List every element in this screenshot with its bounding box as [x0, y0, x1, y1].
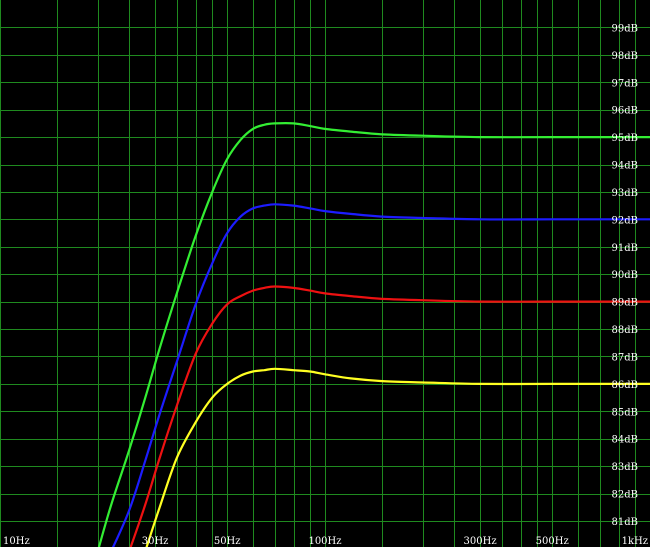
series-line-2	[111, 203, 650, 547]
y-tick-label: 84dB	[612, 435, 638, 446]
x-tick-label: 500Hz	[536, 536, 569, 547]
y-tick-label: 85dB	[612, 407, 638, 418]
y-tick-label: 94dB	[612, 161, 638, 172]
y-tick-label: 81dB	[612, 517, 638, 528]
y-tick-label: 99dB	[612, 23, 638, 34]
y-tick-label: 96dB	[612, 106, 638, 117]
x-tick-label: 300Hz	[464, 536, 497, 547]
label-layer: 81dB 82dB 83dB 84dB 85dB 86dB 87dB 88dB 89dB 90dB…	[3, 23, 648, 547]
y-tick-label: 82dB	[612, 490, 638, 501]
y-tick-label: 93dB	[612, 188, 638, 199]
y-tick-label: 86dB	[612, 380, 638, 391]
y-tick-label: 83dB	[612, 462, 638, 473]
x-tick-label: 50Hz	[214, 536, 241, 547]
y-tick-label: 89dB	[612, 298, 638, 309]
y-tick-label: 88dB	[612, 325, 638, 336]
series-line-4	[145, 367, 650, 547]
y-tick-label: 91dB	[612, 243, 638, 254]
series-line-3	[129, 285, 650, 547]
x-tick-label: 100Hz	[308, 536, 341, 547]
y-tick-label: 95dB	[612, 133, 638, 144]
y-tick-label: 92dB	[612, 215, 638, 226]
curve-layer	[97, 122, 650, 547]
series-line-1	[97, 122, 650, 547]
y-tick-label: 98dB	[612, 51, 638, 62]
y-tick-label: 97dB	[612, 78, 638, 89]
y-tick-label: 90dB	[612, 270, 638, 281]
x-tick-label: 10Hz	[3, 536, 30, 547]
x-tick-label: 1kHz	[622, 536, 648, 547]
x-tick-label: 30Hz	[142, 536, 169, 547]
y-tick-label: 87dB	[612, 352, 638, 363]
